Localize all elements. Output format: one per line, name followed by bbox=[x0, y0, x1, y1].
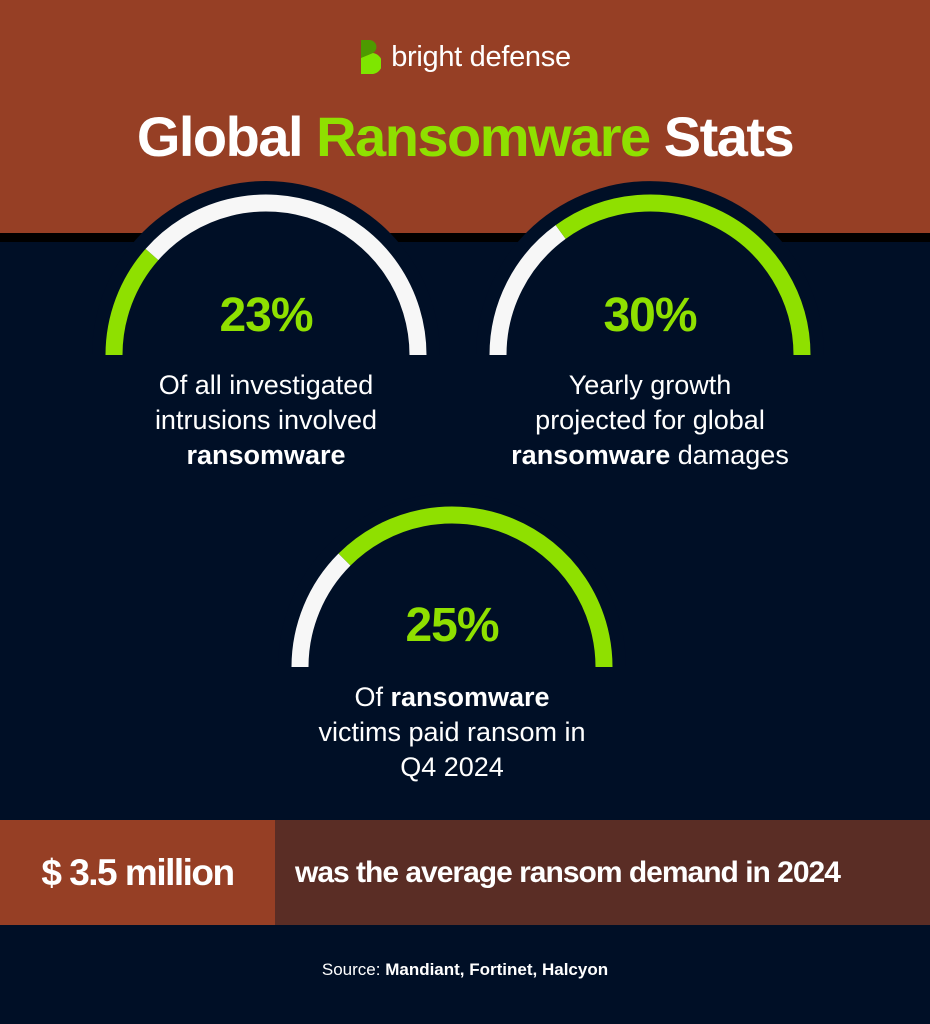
description-text: Yearly growth bbox=[568, 370, 732, 400]
description-text: Of all investigated bbox=[158, 370, 374, 400]
header-divider bbox=[0, 233, 930, 242]
title-part: Stats bbox=[649, 105, 795, 168]
description-text: Of bbox=[354, 682, 391, 712]
stat-3-value: 25% bbox=[405, 599, 499, 652]
gauge-track bbox=[489, 225, 566, 356]
description-line: Yearly growth bbox=[470, 368, 830, 403]
stat-3-description: Of ransomware victims paid ransom in Q4 20… bbox=[272, 680, 632, 785]
title-part: Global bbox=[136, 105, 317, 168]
gauge-fill bbox=[338, 506, 613, 668]
description-line: ransomware damages bbox=[470, 438, 830, 473]
emphasis-text: ransomware bbox=[186, 440, 346, 470]
stat-1-description: Of all investigated intrusions involved ra… bbox=[86, 368, 446, 473]
highlight-amount: $ 3.5 million bbox=[0, 820, 275, 925]
title-accent: Ransomware bbox=[316, 105, 651, 168]
description-text: damages bbox=[670, 440, 789, 470]
source-names: Mandiant, Fortinet, Halcyon bbox=[385, 960, 609, 979]
description-text: victims paid ransom in bbox=[318, 717, 586, 747]
gauge-track bbox=[291, 553, 351, 668]
description-text: projected for global bbox=[535, 405, 765, 435]
description-line: intrusions involved bbox=[86, 403, 446, 438]
description-text: intrusions involved bbox=[154, 405, 378, 435]
stat-2-value: 30% bbox=[603, 289, 697, 342]
stat-1-value: 23% bbox=[219, 289, 313, 342]
gauge-track bbox=[145, 194, 427, 356]
emphasis-text: ransomware bbox=[390, 682, 550, 712]
description-line: projected for global bbox=[470, 403, 830, 438]
highlight-caption: was the average ransom demand in 2024 bbox=[295, 855, 841, 889]
stat-2-description: Yearly growth projected for global ransomw… bbox=[470, 368, 830, 473]
brand-name: bright defense bbox=[391, 40, 571, 73]
brand-logo: bright defense bbox=[0, 40, 930, 74]
description-line: Of all investigated bbox=[86, 368, 446, 403]
emphasis-text: ransomware bbox=[511, 440, 671, 470]
source-prefix: Source: bbox=[321, 960, 386, 979]
header-band bbox=[0, 0, 930, 233]
description-line: ransomware bbox=[86, 438, 446, 473]
page-title: Global Ransomware Stats bbox=[0, 104, 930, 169]
description-line: Of ransomware bbox=[272, 680, 632, 715]
description-line: victims paid ransom in bbox=[272, 715, 632, 750]
gauge-fill bbox=[105, 248, 159, 356]
gauge-fill bbox=[555, 194, 811, 356]
bright-defense-logo-icon bbox=[361, 40, 382, 74]
description-text: Q4 2024 bbox=[400, 752, 504, 782]
highlight-text: was the average ransom demand in 2024 bbox=[275, 820, 930, 925]
description-line: Q4 2024 bbox=[272, 750, 632, 785]
source-note: Source: Mandiant, Fortinet, Halcyon bbox=[0, 960, 930, 980]
